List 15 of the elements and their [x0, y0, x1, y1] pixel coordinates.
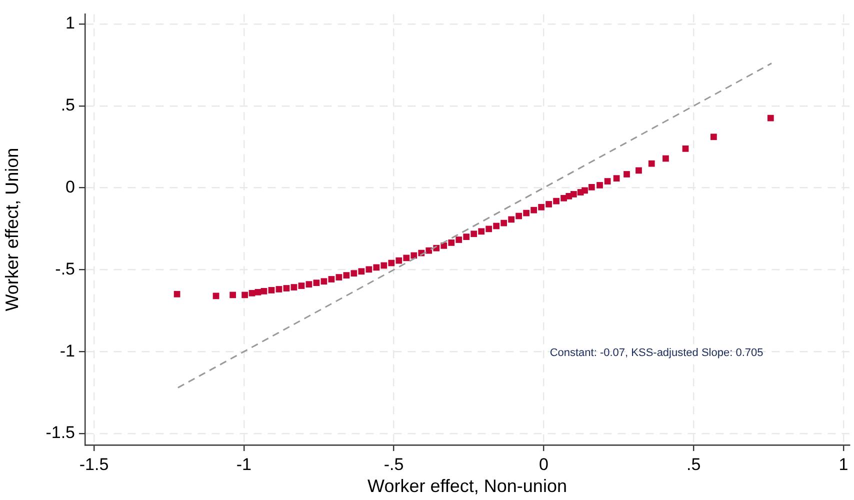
x-tick-label: -.5: [384, 454, 404, 474]
y-tick-label: -1: [60, 341, 75, 360]
annotation: Constant: -0.07, KSS-adjusted Slope: 0.705: [550, 346, 764, 359]
y-tick-label: -1.5: [46, 423, 75, 442]
x-tick-label: 0: [538, 454, 548, 474]
y-tick-label: -.5: [55, 259, 75, 278]
x-tick-label: -1.5: [79, 454, 109, 474]
y-axis-title: Worker effect, Union: [2, 148, 22, 312]
y-tick-label: 0: [66, 178, 75, 197]
y-tick-label: 1: [66, 14, 75, 33]
y-tick-label: .5: [60, 96, 75, 115]
x-tick-label: .5: [686, 454, 701, 474]
x-tick-label: 1: [838, 454, 848, 474]
x-axis-title: Worker effect, Non-union: [368, 476, 567, 496]
x-tick-label: -1: [236, 454, 252, 474]
